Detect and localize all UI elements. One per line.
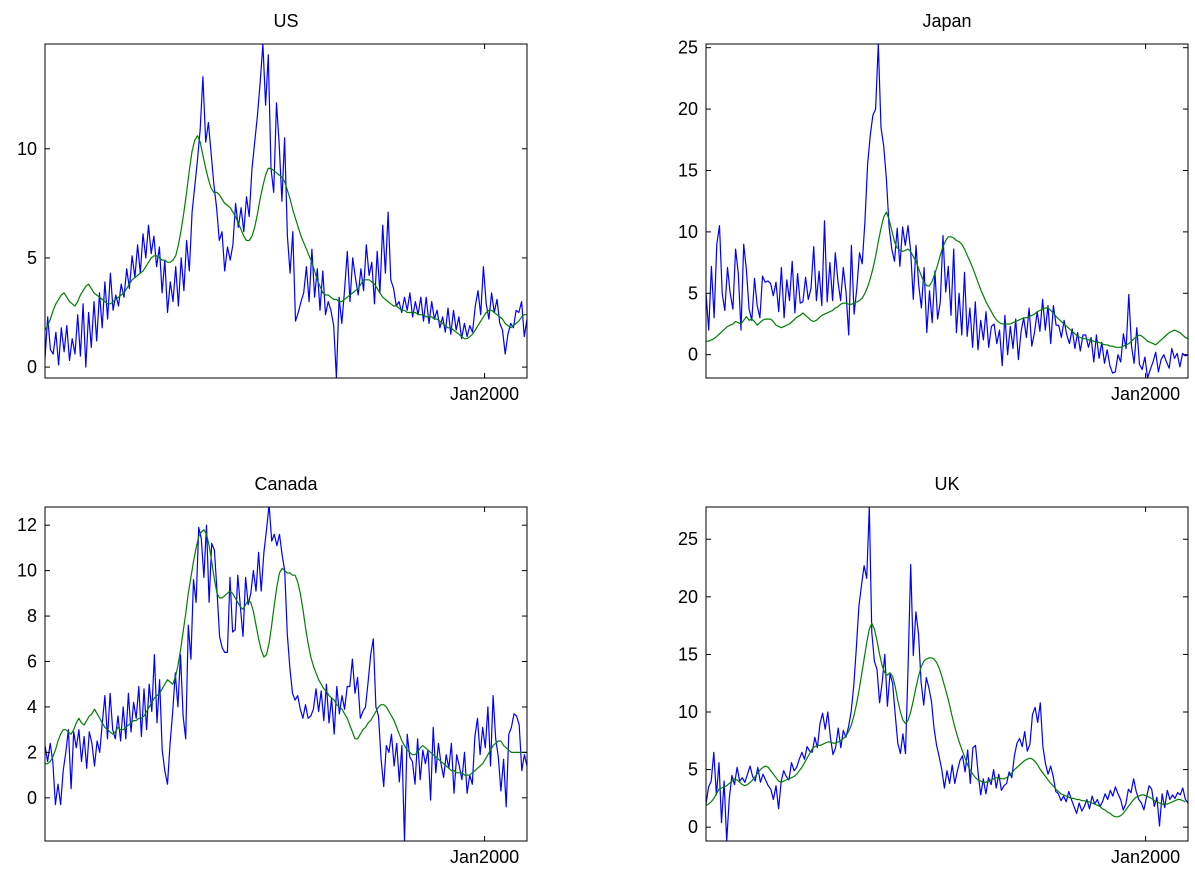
y-tick-label: 5 [688, 760, 698, 780]
panel-title: Japan [922, 11, 971, 31]
x-tick-label: Jan2000 [1111, 384, 1180, 404]
axes-box [705, 43, 1189, 379]
x-tick-label: Jan2000 [450, 847, 519, 867]
y-tick-label: 5 [688, 283, 698, 303]
y-tick-label: 4 [27, 697, 37, 717]
y-tick-label: 8 [27, 606, 37, 626]
series-line-0 [706, 507, 1188, 841]
y-tick-label: 0 [688, 817, 698, 837]
series-line-0 [706, 44, 1188, 378]
y-tick-label: 6 [27, 652, 37, 672]
panel-3: UK 0 5 10 15 20 25 Jan2000 [678, 474, 1189, 867]
y-tick-label: 25 [678, 38, 698, 58]
series-line-0 [45, 44, 527, 378]
axes-box [44, 43, 528, 379]
series-line-0 [45, 507, 527, 841]
series-line-1 [45, 529, 527, 776]
series-line-1 [706, 622, 1186, 818]
y-tick-label: 15 [678, 644, 698, 664]
panel-2: Canada 0 2 4 6 8 10 12 Jan2000 [17, 474, 528, 867]
series-line-1 [706, 211, 1188, 348]
axes-box [705, 506, 1189, 842]
panel-title: US [273, 11, 298, 31]
y-tick-label: 15 [678, 160, 698, 180]
y-tick-label: 0 [688, 345, 698, 365]
panel-1: Japan 0 5 10 15 20 25 Jan2000 [678, 11, 1189, 404]
series-line-1 [45, 135, 527, 340]
y-tick-label: 2 [27, 742, 37, 762]
y-tick-label: 10 [678, 222, 698, 242]
y-tick-label: 20 [678, 587, 698, 607]
y-tick-label: 0 [27, 788, 37, 808]
y-tick-label: 10 [678, 702, 698, 722]
x-tick-label: Jan2000 [1111, 847, 1180, 867]
panel-0: US 0 5 10 Jan2000 [17, 11, 528, 404]
y-tick-label: 10 [17, 139, 37, 159]
y-tick-label: 12 [17, 515, 37, 535]
axes-box [44, 506, 528, 842]
panel-title: Canada [254, 474, 318, 494]
y-tick-label: 5 [27, 248, 37, 268]
y-tick-label: 0 [27, 357, 37, 377]
x-tick-label: Jan2000 [450, 384, 519, 404]
y-tick-label: 20 [678, 99, 698, 119]
y-tick-label: 25 [678, 529, 698, 549]
y-tick-label: 10 [17, 561, 37, 581]
panel-title: UK [934, 474, 959, 494]
